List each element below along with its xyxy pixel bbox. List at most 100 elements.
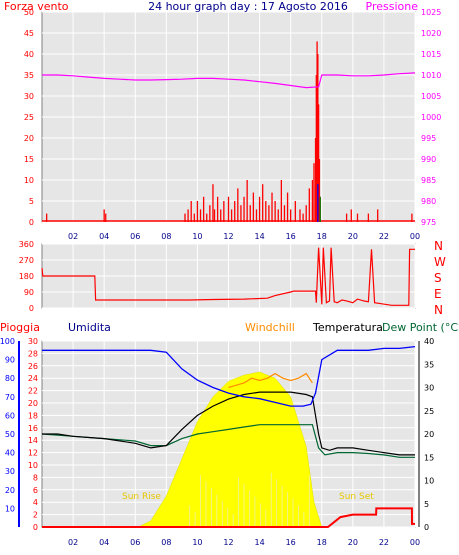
compass-label: W [434, 255, 446, 269]
humidity-tick-label: 20 [5, 486, 15, 495]
humidity-tick-label: 30 [5, 467, 15, 476]
time-tick-label: 06 [130, 232, 140, 241]
rain-tick-label: 10 [28, 461, 38, 470]
humidity-tick-label: 40 [5, 449, 15, 458]
pressure-tick-label: 1015 [421, 50, 441, 59]
pressure-tick-label: 1000 [421, 113, 441, 122]
rain-tick-label: 0 [33, 523, 38, 532]
time-tick-label: 16 [286, 232, 296, 241]
rain-tick-label: 18 [28, 411, 38, 420]
wind-axis-label: Forza vento [4, 0, 69, 13]
pressure-tick-label: 1005 [421, 92, 441, 101]
time-tick-label: 18 [317, 232, 327, 241]
humidity-tick-label: 100 [0, 337, 15, 346]
humidity-tick-label: 10 [5, 504, 15, 513]
pressure-tick-label: 1010 [421, 71, 441, 80]
direction-tick-label: 270 [19, 256, 34, 265]
rain-tick-label: 4 [33, 498, 38, 507]
wind-panel-marks [42, 41, 416, 222]
wind-tick-label: 5 [29, 197, 34, 206]
rain-tick-label: 14 [28, 436, 38, 445]
wind-tick-label: 50 [24, 8, 34, 17]
wind-panel-grid [42, 11, 416, 223]
compass-label: E [434, 287, 442, 301]
temperature-line [42, 391, 415, 456]
humidity-tick-label: 70 [5, 393, 15, 402]
compass-label: S [434, 271, 442, 285]
pressure-line [42, 72, 416, 89]
humidity-tick-label: 90 [5, 356, 15, 365]
rain-axis-label: Pioggia [0, 321, 40, 334]
rain-tick-label: 28 [28, 349, 38, 358]
pressure-axis-label: Pressione [366, 0, 419, 13]
humidity-tick-label: 80 [5, 374, 15, 383]
rain-tick-label: 12 [28, 449, 38, 458]
sunrise-annotation: Sun Rise [122, 492, 161, 502]
time-tick-label: 22 [379, 232, 389, 241]
time-tick-label: 10 [192, 232, 202, 241]
temperature-tick-label: 10 [424, 477, 434, 486]
rain-tick-label: 24 [28, 374, 38, 383]
time-tick-label: 06 [130, 538, 140, 547]
pressure-tick-label: 990 [421, 155, 436, 164]
rain-tick-label: 6 [33, 486, 38, 495]
time-tick-label: 04 [99, 538, 109, 547]
time-tick-label: 22 [379, 538, 389, 547]
rain-tick-label: 26 [28, 362, 38, 371]
rain-tick-label: 2 [33, 511, 38, 520]
pressure-tick-label: 1025 [421, 8, 441, 17]
rain-tick-label: 20 [28, 399, 38, 408]
time-tick-label: 08 [161, 232, 171, 241]
rain-tick-label: 30 [28, 337, 38, 346]
pressure-tick-label: 1020 [421, 29, 441, 38]
temperature-tick-label: 30 [424, 384, 434, 393]
solar-area [138, 371, 323, 528]
dewpoint-line [41, 424, 415, 458]
direction-tick-label: 0 [29, 304, 34, 313]
wind-direction-line [41, 247, 415, 306]
wind-tick-label: 30 [24, 92, 34, 101]
pressure-tick-label: 980 [421, 197, 436, 206]
direction-panel-grid [42, 243, 416, 309]
time-tick-label: 02 [68, 232, 78, 241]
climate-panel-axes: 0246810121416182022242628301020304050607… [0, 337, 434, 547]
humidity-tick-label: 60 [5, 411, 15, 420]
rain-tick-label: 8 [33, 473, 38, 482]
wind-tick-label: 40 [24, 50, 34, 59]
direction-tick-label: 180 [19, 272, 34, 281]
dewpoint-legend: Dew Point (°C [382, 321, 458, 334]
pressure-tick-label: 975 [421, 218, 436, 227]
humidity-tick-label: 50 [5, 430, 15, 439]
time-tick-label: 16 [286, 538, 296, 547]
windchill-line [228, 372, 313, 389]
rain-line [42, 507, 415, 528]
sunset-annotation: Sun Set [339, 492, 374, 502]
wind-tick-label: 45 [24, 29, 34, 38]
time-tick-label: 18 [317, 538, 327, 547]
temperature-tick-label: 20 [424, 430, 434, 439]
time-tick-label: 20 [348, 538, 358, 547]
rain-tick-label: 16 [28, 424, 38, 433]
time-tick-label: 14 [254, 538, 264, 547]
humidity-line [42, 345, 416, 407]
time-tick-label: 08 [161, 538, 171, 547]
temperature-tick-label: 25 [424, 407, 434, 416]
temperature-tick-label: 15 [424, 453, 434, 462]
time-tick-label: 00 [410, 538, 420, 547]
wind-panel-axes: 0510152025303540455097598098599099510001… [24, 8, 442, 241]
chart-title: 24 hour graph day : 17 Agosto 2016 [148, 0, 348, 13]
temperature-tick-label: 35 [424, 360, 434, 369]
humidity-legend: Umidita [68, 321, 111, 334]
temperature-tick-label: 40 [424, 337, 434, 346]
time-tick-label: 04 [99, 232, 109, 241]
pressure-tick-label: 995 [421, 134, 436, 143]
compass-label: N [434, 303, 443, 317]
temperature-legend: Temperatura [312, 321, 383, 334]
windchill-legend: Windchill [245, 321, 295, 334]
wind-tick-label: 15 [24, 155, 34, 164]
climate-panel-marks [41, 345, 416, 528]
time-tick-label: 12 [223, 232, 233, 241]
temperature-tick-label: 0 [424, 523, 429, 532]
direction-panel-marks [41, 247, 415, 306]
